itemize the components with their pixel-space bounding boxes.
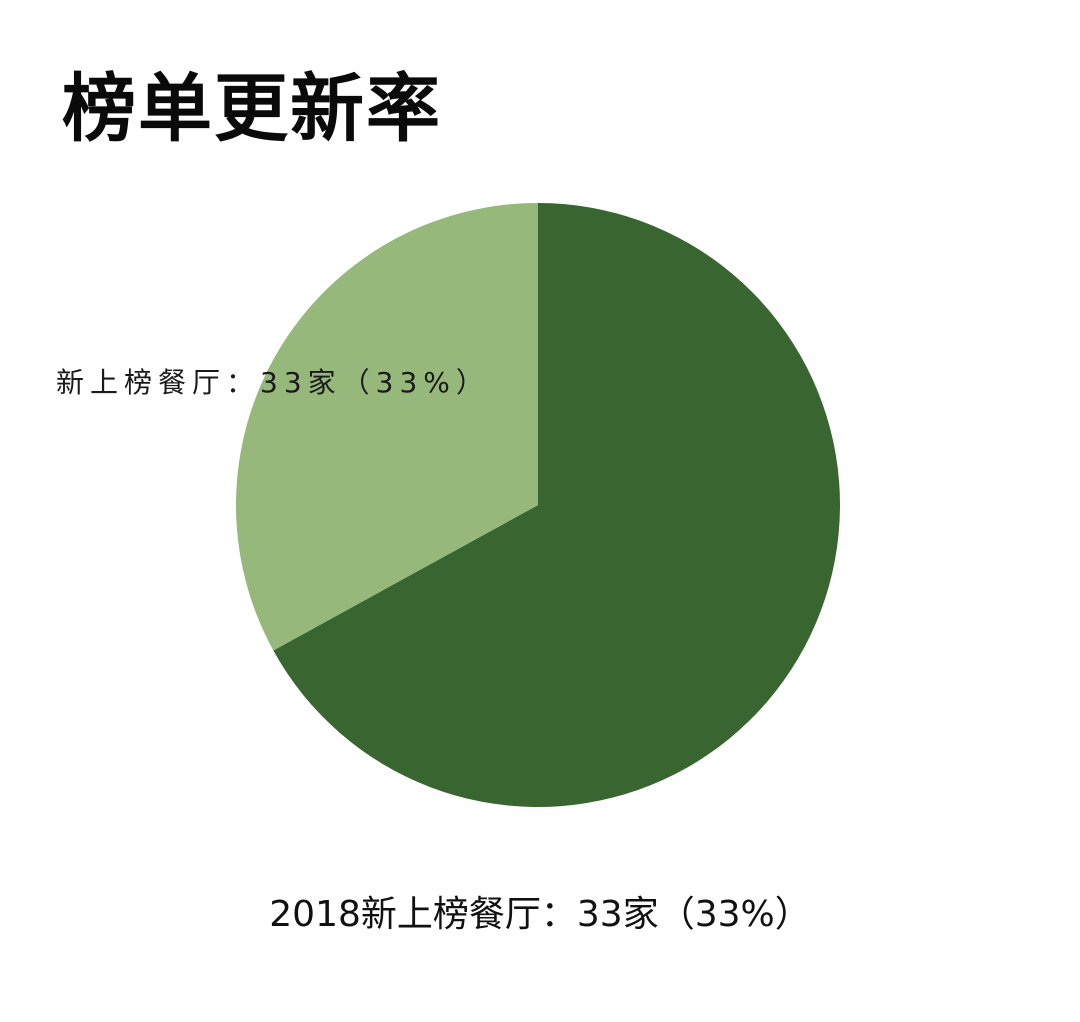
chart-title: 榜单更新率: [62, 66, 442, 152]
pie-slice-new: [235, 203, 539, 651]
pie-slice-existing: [273, 203, 840, 807]
pie-slices: [235, 203, 840, 807]
chart-footnote: 2018新上榜餐厅：33家（33%）: [269, 894, 811, 935]
slice-label-new-restaurants: 新上榜餐厅：33家（33%）: [56, 366, 490, 399]
